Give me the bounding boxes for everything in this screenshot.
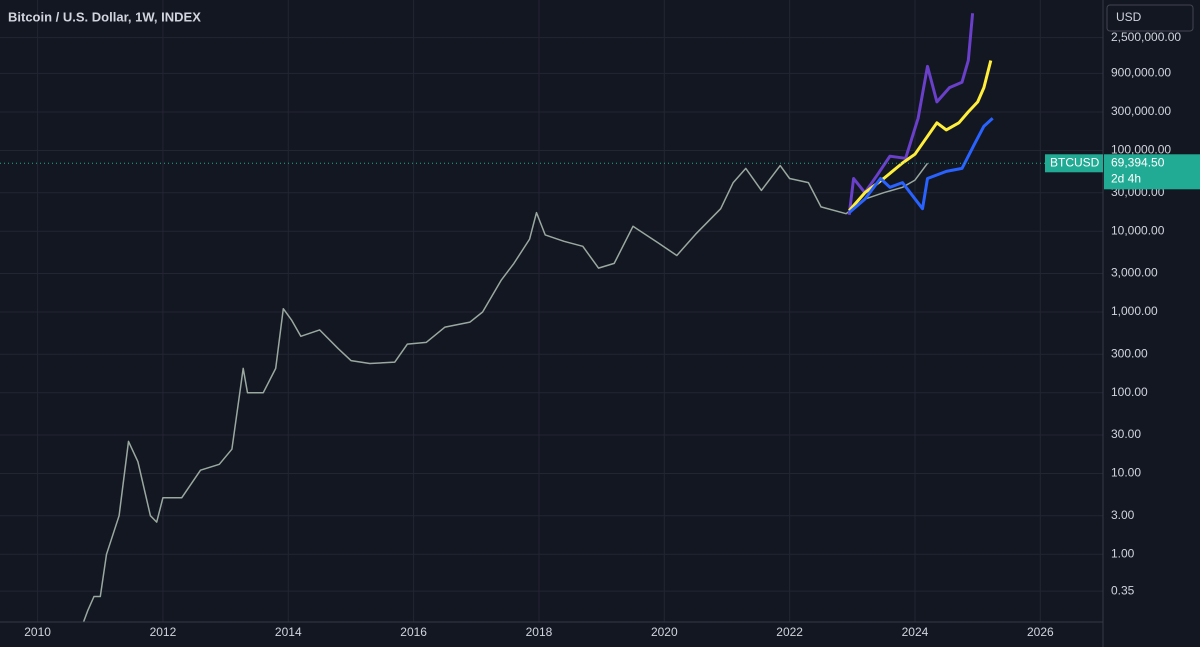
- series-line: [848, 60, 993, 212]
- y-tick-label: 100.00: [1111, 385, 1148, 399]
- y-tick-label: 300.00: [1111, 346, 1148, 360]
- y-tick-label: 3.00: [1111, 508, 1135, 522]
- x-tick-label: 2010: [24, 625, 51, 639]
- y-tick-label: 1,000.00: [1111, 304, 1158, 318]
- x-tick-label: 2014: [275, 625, 302, 639]
- chart-title: Bitcoin / U.S. Dollar, 1W, INDEX: [8, 9, 201, 24]
- y-tick-label: 100,000.00: [1111, 143, 1171, 157]
- y-tick-label: 0.35: [1111, 583, 1135, 597]
- y-tick-label: 3,000.00: [1111, 266, 1158, 280]
- x-tick-label: 2024: [902, 625, 929, 639]
- y-tick-label: 10.00: [1111, 466, 1141, 480]
- x-tick-label: 2022: [776, 625, 803, 639]
- symbol-tag: [1045, 154, 1103, 173]
- y-tick-label: 2,500,000.00: [1111, 30, 1181, 44]
- grid: [0, 0, 1103, 622]
- x-tick-label: 2012: [150, 625, 177, 639]
- currency-button[interactable]: [1106, 4, 1194, 32]
- y-tick-label: 300,000.00: [1111, 104, 1171, 118]
- price-tag-label: 69,394.50: [1111, 155, 1165, 169]
- plot-area: [0, 13, 1103, 622]
- series-line: [848, 117, 994, 214]
- y-tick-label: 10,000.00: [1111, 223, 1165, 237]
- y-tick-label: 30.00: [1111, 427, 1141, 441]
- symbol-tag-label: BTCUSD: [1050, 155, 1100, 169]
- price-tag: [1104, 154, 1200, 190]
- series-line: [82, 162, 929, 622]
- axes: 2,500,000.00 900,000.00 300,000.00 100,000.…: [24, 30, 1200, 639]
- y-tick-label: 900,000.00: [1111, 66, 1171, 80]
- x-tick-label: 2026: [1027, 625, 1054, 639]
- countdown-label: 2d 4h: [1111, 171, 1141, 185]
- x-tick-label: 2020: [651, 625, 678, 639]
- y-tick-label: 1.00: [1111, 546, 1135, 560]
- currency-label[interactable]: USD: [1116, 10, 1142, 24]
- x-tick-label: 2016: [400, 625, 427, 639]
- x-tick-label: 2018: [526, 625, 553, 639]
